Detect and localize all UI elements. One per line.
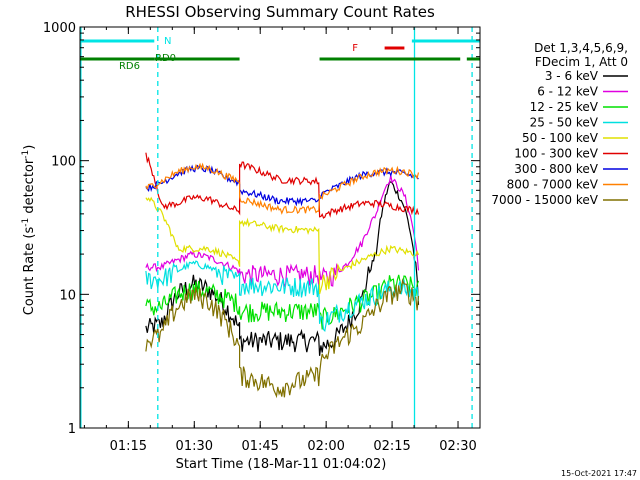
plot-frame [79, 26, 481, 429]
x-axis: 01:15 01:30 01:45 02:00 02:15 02:30 [83, 27, 481, 454]
flag-label-rd6: RD6 [119, 61, 140, 72]
y-axis-label-sup1: -1 [21, 218, 31, 227]
legend-label-4: 25 - 50 keV [530, 116, 599, 130]
x-tick-label: 02:00 [307, 439, 344, 454]
series-line-6 [145, 152, 420, 219]
y-axis-label-sup2: -1 [21, 150, 31, 159]
x-tick-label: 02:15 [373, 439, 410, 454]
y-tick-label: 1 [68, 422, 76, 437]
y-tick-label: 100 [51, 155, 76, 170]
traces [145, 152, 420, 399]
legend-label-6: 100 - 300 keV [514, 147, 598, 161]
legend-label-3: 12 - 25 keV [530, 100, 599, 114]
legend-header-line-1: Det 1,3,4,5,6,9, [534, 41, 628, 55]
y-axis-label-mid: detector [22, 158, 37, 218]
x-tick-label: 01:45 [241, 439, 278, 454]
legend-label-9: 7000 - 15000 keV [491, 193, 598, 207]
legend-label-7: 300 - 800 keV [514, 162, 598, 176]
x-tick-label: 02:30 [439, 439, 476, 454]
plot-area: N RD0 RD6 F [79, 26, 481, 429]
series-line-9 [145, 277, 420, 399]
timestamp: 15-Oct-2021 17:47 [561, 469, 637, 478]
y-axis-label-end: ) [22, 145, 37, 150]
flag-label-n: N [164, 36, 171, 47]
legend-label-5: 50 - 100 keV [522, 131, 599, 145]
legend-header-line-2: FDecim 1, Att 0 [535, 55, 628, 69]
legend-label-2: 6 - 12 keV [537, 85, 599, 99]
y-axis-label: Count Rate (s-1 detector-1) [21, 145, 37, 316]
series-line-4 [145, 260, 420, 333]
chart-title: RHESSI Observing Summary Count Rates [125, 3, 435, 21]
legend-label-8: 800 - 7000 keV [507, 178, 599, 192]
y-axis: 1 10 100 1000 [43, 21, 480, 437]
y-tick-label: 1000 [43, 21, 76, 36]
x-axis-label: Start Time (18-Mar-11 01:04:02) [176, 457, 387, 472]
series-line-8 [145, 162, 420, 215]
flag-label-rd0: RD0 [155, 53, 176, 64]
legend-label-1: 3 - 6 keV [545, 69, 599, 83]
y-axis-label-main: Count Rate (s [22, 227, 37, 316]
series-line-1 [145, 181, 420, 356]
x-tick-label: 01:30 [176, 439, 213, 454]
series-line-5 [145, 196, 420, 295]
flag-label-f: F [352, 43, 358, 54]
series-line-2 [145, 175, 420, 289]
y-tick-label: 10 [59, 288, 76, 303]
legend: Det 1,3,4,5,6,9, FDecim 1, Att 0 3 - 6 k… [491, 41, 628, 207]
x-tick-label: 01:15 [110, 439, 147, 454]
